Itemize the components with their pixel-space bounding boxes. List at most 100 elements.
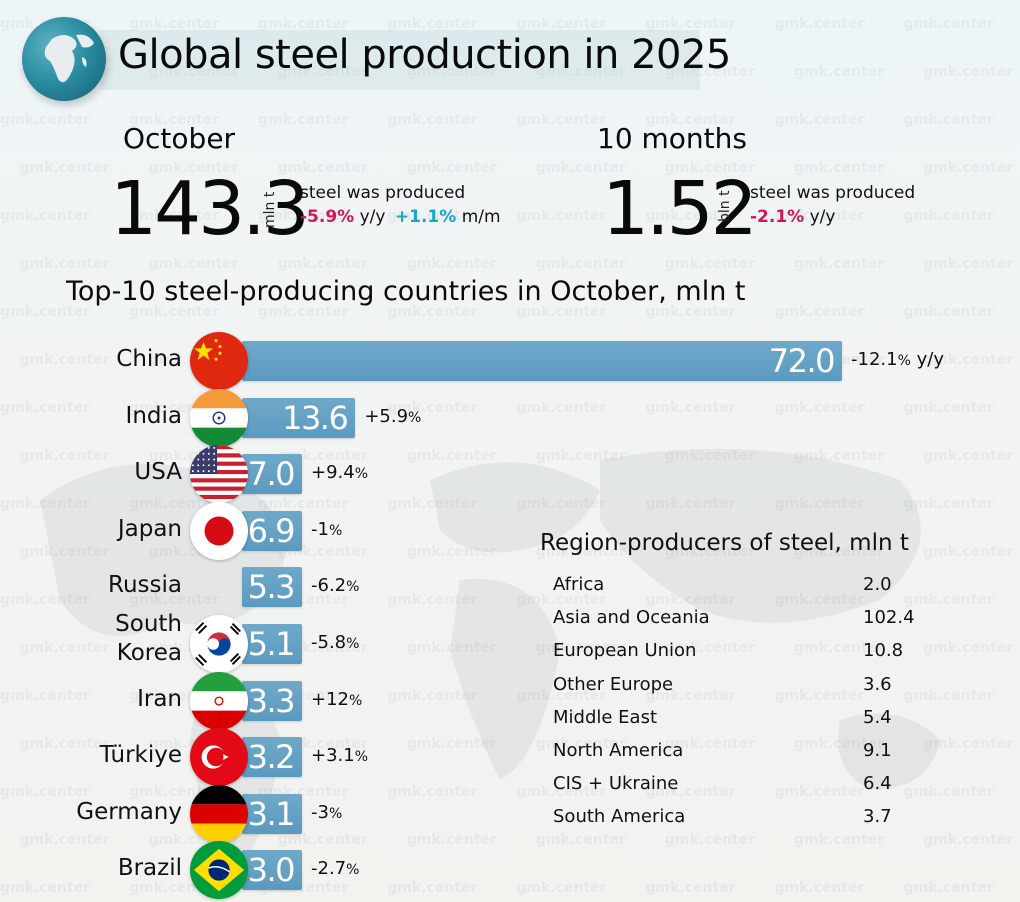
iran-flag-icon [190, 671, 248, 730]
country-label: Iran [137, 685, 182, 712]
region-name: South America [553, 806, 686, 828]
region-name: Middle East [553, 706, 658, 728]
region-row: Other Europe 3.6 [553, 674, 913, 707]
ten-months-changes: -2.1% y/y [750, 205, 835, 229]
change-label: -6.2% [311, 575, 360, 597]
region-name: European Union [553, 640, 697, 662]
change-label: -5.8% [311, 632, 360, 653]
region-row: North America 9.1 [553, 740, 913, 773]
bar-value-label: 3.1 [247, 794, 296, 833]
region-value: 102.4 [863, 607, 915, 629]
country-label: USA [134, 459, 182, 486]
country-label: Brazil [117, 855, 182, 882]
bar-value-label: 7.0 [247, 455, 296, 494]
bar-row: Brazil 3.0 -2.7% [0, 841, 1020, 900]
change-label: +9.4% [311, 462, 369, 484]
ten-months-total-value: 1.52 [602, 166, 758, 252]
turkiye-flag-icon [190, 728, 248, 787]
bar: 5.1 [242, 624, 302, 664]
region-name: Africa [553, 574, 605, 595]
usa-flag-icon [190, 445, 248, 504]
october-label: October [123, 122, 236, 155]
region-row: Asia and Oceania 102.4 [553, 607, 915, 640]
bar: 7.0 [242, 454, 302, 495]
region-value: 2.0 [863, 574, 892, 595]
region-value: 3.6 [863, 673, 892, 695]
ten-months-yoy-value: -2.1% [750, 207, 805, 227]
bar-value-label: 3.2 [247, 738, 296, 777]
bar-value-label: 5.1 [247, 625, 296, 663]
bar-row: Iran 3.3 +12% [0, 671, 1020, 731]
title-band [100, 30, 700, 90]
country-label: Türkiye [99, 742, 182, 769]
region-value: 10.8 [863, 640, 904, 662]
ten-months-unit: bln t [717, 190, 733, 222]
bar-row: Japan 6.9 -1% [0, 501, 1020, 561]
region-row: Middle East 5.4 [553, 707, 913, 740]
region-name: North America [553, 740, 684, 761]
change-label: +3.1% [311, 745, 369, 767]
country-label: India [125, 402, 182, 429]
october-mom-value: +1.1% [394, 207, 457, 227]
region-name: CIS + Ukraine [553, 773, 679, 795]
india-flag-icon [190, 388, 248, 447]
bar: 5.3 [242, 567, 302, 608]
country-label: Japan [117, 515, 182, 542]
region-row: European Union 10.8 [553, 640, 913, 673]
region-value: 9.1 [863, 740, 892, 761]
october-unit: mln t [262, 191, 278, 228]
bar-value-label: 5.3 [247, 568, 296, 607]
bar-row: Germany 3.1 -3% [0, 784, 1020, 844]
bar-row: India 13.6 +5.9% [0, 388, 1020, 448]
october-yoy-label: y/y [359, 207, 386, 227]
china-flag-icon [190, 332, 248, 390]
bar-row: USA 7.0 +9.4% [0, 445, 1020, 504]
region-name: Other Europe [553, 673, 674, 695]
bar-row: China 72.0 -12.1% y/y [0, 332, 1020, 391]
ten-months-label: 10 months [597, 122, 747, 155]
change-label: -12.1% y/y [851, 349, 944, 370]
bar-value-label: 6.9 [247, 511, 296, 550]
bar: 3.1 [242, 793, 302, 834]
bar-value-label: 3.0 [247, 851, 296, 890]
region-row: Africa 2.0 [553, 574, 913, 607]
japan-flag-icon [190, 501, 248, 560]
bar-row: South Korea 5.1 -5.8% [0, 611, 1020, 674]
change-label: +12% [311, 688, 363, 710]
ten-months-yoy-label: y/y [809, 207, 836, 227]
bar-row: Türkiye 3.2 +3.1% [0, 728, 1020, 787]
south-korea-flag-icon [190, 615, 248, 673]
country-label: China [116, 346, 182, 372]
october-caption: steel was produced [300, 183, 466, 203]
region-table-title: Region-producers of steel, mln t [540, 530, 909, 556]
october-total-value: 143.3 [110, 166, 310, 252]
country-label: Russia [108, 572, 182, 599]
change-label: -2.7% [311, 858, 360, 880]
bar: 72.0 [242, 341, 842, 381]
brazil-flag-icon [190, 841, 248, 900]
region-row: South America 3.7 [553, 806, 913, 839]
bar-value-label: 3.3 [247, 681, 296, 720]
ten-months-caption: steel was produced [750, 183, 916, 203]
change-label: -3% [311, 801, 343, 823]
germany-flag-icon [190, 784, 248, 843]
region-name: Asia and Oceania [553, 607, 710, 629]
region-row: CIS + Ukraine 6.4 [553, 773, 913, 806]
october-mom-label: m/m [461, 207, 501, 227]
change-label: -1% [311, 518, 343, 540]
october-changes: -5.9% y/y +1.1% m/m [300, 205, 501, 229]
region-value: 3.7 [863, 806, 892, 828]
october-yoy-value: -5.9% [300, 207, 355, 227]
country-label: Germany [76, 798, 182, 825]
bar-row: Russia 5.3 -6.2% [0, 567, 1020, 617]
region-value: 5.4 [863, 706, 892, 728]
page-title: Global steel production in 2025 [118, 32, 731, 78]
bar: 13.6 [242, 397, 356, 438]
bar: 3.3 [242, 680, 302, 721]
change-label: +5.9% [364, 405, 422, 427]
bar: 3.2 [242, 737, 302, 778]
bar-value-label: 72.0 [768, 342, 836, 380]
region-value: 6.4 [863, 773, 892, 795]
bar: 3.0 [242, 850, 302, 891]
country-label: South Korea [115, 611, 182, 666]
